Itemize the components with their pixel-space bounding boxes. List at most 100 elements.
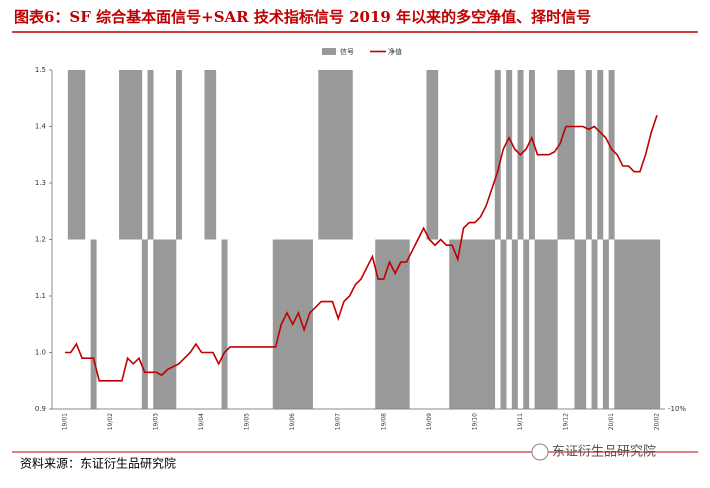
signal-bar — [506, 70, 513, 240]
signal-bar — [631, 239, 638, 409]
signal-bar — [568, 70, 575, 240]
y-tick-label: 1.4 — [35, 123, 47, 131]
signal-bar — [335, 70, 342, 240]
x-tick-label: 19/10 — [471, 413, 478, 430]
y2-tick-label: -10% — [668, 405, 686, 413]
signal-bar — [563, 70, 570, 240]
x-tick-label: 19/06 — [289, 413, 296, 430]
signal-bar — [500, 239, 507, 409]
signal-bar — [386, 239, 393, 409]
signal-bar — [90, 239, 97, 409]
signal-bar — [153, 239, 160, 409]
signal-bar — [136, 70, 143, 240]
signal-bar — [67, 70, 74, 240]
signal-bar — [477, 239, 484, 409]
signal-bar — [460, 239, 467, 409]
signal-bar — [210, 70, 217, 240]
signal-bar — [170, 239, 177, 409]
signal-bar — [449, 239, 456, 409]
signal-bar — [574, 239, 581, 409]
signal-bar — [637, 239, 644, 409]
y-tick-label: 0.9 — [35, 405, 46, 413]
signal-bar — [432, 70, 439, 240]
signal-bar — [341, 70, 348, 240]
signal-bar — [375, 239, 382, 409]
chart-title: 图表6：SF 综合基本面信号+SAR 技术指标信号 2019 年以来的多空净值、… — [14, 8, 591, 26]
signal-bar — [272, 239, 279, 409]
signal-bar — [221, 239, 228, 409]
signal-bar — [654, 239, 661, 409]
x-tick-label: 19/12 — [562, 413, 569, 430]
signal-bar — [73, 70, 80, 240]
signal-bar — [301, 239, 308, 409]
signal-bar — [329, 70, 336, 240]
x-tick-label: 20/01 — [608, 413, 615, 430]
signal-bar — [494, 70, 501, 240]
signal-bar — [324, 70, 330, 240]
signal-bar — [620, 239, 626, 409]
signal-bar — [426, 70, 433, 240]
x-tick-label: 19/04 — [198, 413, 205, 430]
signal-bar — [392, 239, 399, 409]
legend-swatch — [322, 48, 336, 55]
y-tick-label: 1.5 — [35, 66, 46, 74]
signal-bar — [511, 239, 518, 409]
x-tick-label: 19/01 — [62, 413, 69, 430]
signal-bar — [483, 239, 490, 409]
signal-bar — [403, 239, 410, 409]
signal-bar — [141, 239, 148, 409]
signal-bar — [602, 239, 609, 409]
y-tick-label: 1.0 — [35, 349, 46, 357]
signal-bar — [119, 70, 126, 240]
signal-bar — [164, 239, 171, 409]
signal-bar — [585, 70, 592, 240]
x-tick-label: 19/09 — [426, 413, 433, 430]
x-tick-label: 19/07 — [335, 413, 342, 430]
legend-label: 净值 — [388, 47, 402, 56]
signal-bar — [597, 70, 604, 240]
x-tick-label: 20/02 — [654, 413, 661, 430]
signal-bar — [295, 239, 302, 409]
signal-bar — [176, 70, 182, 240]
y-tick-label: 1.3 — [35, 179, 46, 187]
signal-bar — [466, 239, 473, 409]
signal-bar — [380, 239, 387, 409]
signal-bar — [124, 70, 131, 240]
x-tick-label: 19/05 — [244, 413, 251, 430]
signal-bar — [580, 239, 587, 409]
signal-bar — [398, 239, 404, 409]
signal-bar — [454, 239, 461, 409]
watermark-icon — [531, 443, 549, 461]
signal-bar — [551, 239, 558, 409]
signal-bar — [306, 239, 313, 409]
signal-bar — [523, 239, 530, 409]
net-value-line — [65, 114, 658, 382]
watermark: 东证衍生品研究院 — [552, 445, 656, 460]
signal-bar — [472, 239, 478, 409]
y-tick-label: 1.2 — [35, 236, 46, 244]
x-tick-label: 19/11 — [517, 413, 524, 430]
signal-bar — [648, 239, 655, 409]
source: 资料来源：东证衍生品研究院 — [20, 456, 176, 471]
signal-bar — [147, 70, 154, 240]
signal-bar — [489, 239, 496, 409]
signal-bar — [540, 239, 547, 409]
signal-bar — [608, 70, 615, 240]
legend-label: 信号 — [340, 47, 354, 56]
signal-bar — [284, 239, 291, 409]
signal-bar — [528, 70, 535, 240]
signal-bar — [158, 239, 165, 409]
signal-bar — [546, 239, 552, 409]
signal-bar — [130, 70, 137, 240]
signal-bar — [346, 70, 353, 240]
x-tick-label: 19/08 — [380, 413, 387, 430]
signal-bar — [318, 70, 325, 240]
x-tick-label: 19/03 — [153, 413, 160, 430]
signal-bar — [79, 70, 86, 240]
signal-bar — [625, 239, 632, 409]
signal-bar — [642, 239, 649, 409]
signal-bar — [534, 239, 541, 409]
signal-bar — [591, 239, 598, 409]
signal-bar — [557, 70, 564, 240]
